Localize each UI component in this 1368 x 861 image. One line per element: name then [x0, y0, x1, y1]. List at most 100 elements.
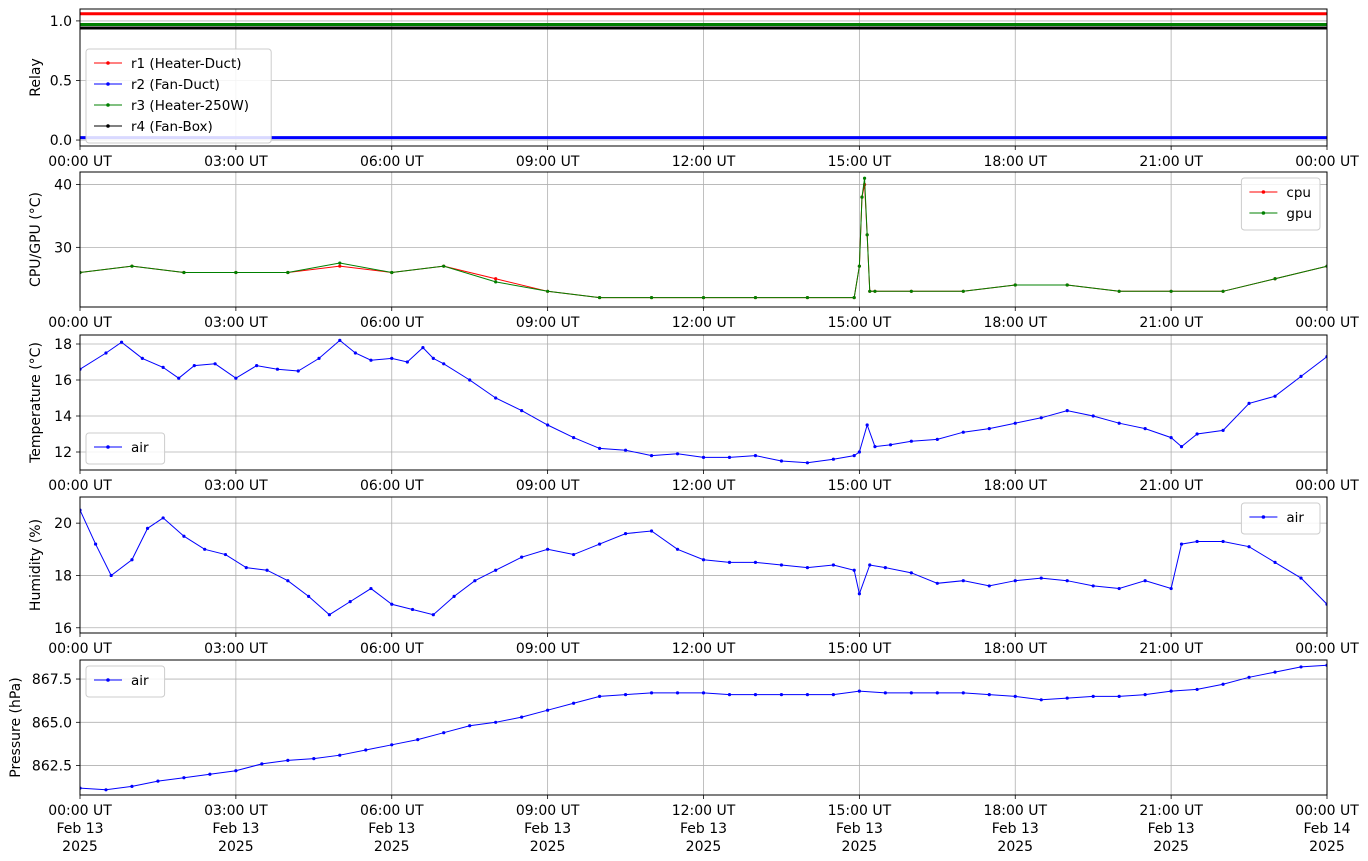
x-tick-label: 21:00 UT — [1139, 154, 1203, 170]
x-tick-label: 00:00 UT — [1295, 803, 1359, 819]
y-tick-label: 0.0 — [50, 133, 72, 149]
y-tick-label: 867.5 — [32, 672, 72, 688]
y-tick-label: 1.0 — [50, 14, 72, 30]
data-point — [546, 708, 550, 712]
x-date-label: Feb 13 — [992, 821, 1039, 837]
data-point — [369, 358, 373, 362]
data-point — [390, 602, 394, 606]
data-point — [234, 376, 238, 380]
x-tick-label: 06:00 UT — [360, 478, 424, 494]
x-tick-label: 00:00 UT — [1295, 478, 1359, 494]
x-tick-label: 12:00 UT — [672, 154, 736, 170]
data-point — [1247, 545, 1251, 549]
data-point — [520, 555, 524, 559]
data-point — [442, 731, 446, 735]
data-point — [883, 566, 887, 570]
legend-swatch-marker — [106, 678, 110, 682]
x-date-label: Feb 13 — [524, 821, 571, 837]
data-point — [831, 457, 835, 461]
x-tick-label: 18:00 UT — [983, 315, 1047, 331]
data-point — [161, 365, 165, 369]
data-point — [494, 568, 498, 572]
data-point — [873, 289, 877, 293]
data-point — [961, 289, 965, 293]
data-point — [244, 566, 248, 570]
x-year-label: 2025 — [686, 839, 722, 855]
data-point — [862, 176, 867, 180]
data-point — [852, 454, 856, 458]
data-point — [1221, 539, 1225, 544]
data-point — [675, 691, 680, 695]
data-point — [1195, 432, 1199, 436]
legend-label: air — [131, 440, 149, 456]
data-point — [1039, 576, 1043, 580]
x-tick-label: 15:00 UT — [828, 803, 892, 819]
plot-area — [80, 338, 1327, 465]
data-point — [987, 693, 991, 697]
data-point — [1065, 579, 1069, 583]
data-point — [1299, 665, 1303, 669]
chart-panel-1: 00:00 UT 03:00 UT 06:00 UT 09:00 UT 12:00 UT… — [28, 8, 1359, 170]
y-tick-label: 16 — [54, 621, 72, 637]
data-point — [1195, 539, 1199, 544]
y-tick-label: 865.0 — [32, 715, 72, 731]
data-point — [390, 743, 394, 747]
data-point — [1273, 277, 1277, 281]
data-point — [935, 691, 939, 695]
data-point — [390, 270, 394, 275]
data-point — [1299, 576, 1303, 580]
data-point — [109, 573, 113, 578]
data-point — [623, 693, 628, 697]
x-date-label: Feb 13 — [212, 821, 259, 837]
x-tick-label: 09:00 UT — [516, 315, 580, 331]
data-point — [452, 594, 456, 598]
axes-frame — [79, 171, 1328, 308]
x-year-label: 2025 — [842, 839, 878, 855]
data-point — [104, 351, 108, 355]
data-point — [468, 378, 472, 382]
data-point — [296, 369, 300, 373]
legend: r1 (Heater-Duct) r2 (Fan-Duct) r3 (Heater-… — [85, 48, 272, 144]
data-point — [649, 295, 654, 300]
legend-box — [1240, 177, 1321, 231]
x-tick-label: 15:00 UT — [828, 315, 892, 331]
data-point — [208, 772, 212, 776]
data-point — [1039, 416, 1043, 420]
data-point — [260, 762, 264, 766]
y-tick-label: 16 — [54, 373, 72, 389]
plot-area — [80, 176, 1327, 300]
legend-swatch-marker — [1261, 190, 1266, 194]
data-point — [961, 430, 965, 434]
data-point — [338, 753, 342, 757]
data-point — [1221, 682, 1225, 686]
data-point — [468, 724, 472, 728]
x-date-label: Feb 13 — [56, 821, 103, 837]
chart-panel-2: 00:00 UT 03:00 UT 06:00 UT 09:00 UT 12:00 UT… — [28, 171, 1359, 331]
data-point — [421, 346, 425, 350]
data-point — [93, 542, 98, 546]
x-date-label: Feb 13 — [836, 821, 883, 837]
legend-label: r3 (Heater-250W) — [131, 98, 249, 114]
data-point — [369, 586, 373, 591]
data-point — [1117, 586, 1121, 591]
data-point — [868, 563, 872, 567]
data-point — [182, 270, 186, 275]
legend-swatch-marker — [106, 82, 110, 86]
x-year-label: 2025 — [997, 839, 1033, 855]
data-point — [416, 738, 420, 742]
y-tick-label: 0.5 — [50, 73, 72, 89]
x-tick-label: 06:00 UT — [360, 154, 424, 170]
x-tick-label: 18:00 UT — [983, 154, 1047, 170]
x-tick-label: 03:00 UT — [204, 154, 268, 170]
data-point — [286, 270, 290, 275]
y-axis-label: Relay — [28, 58, 44, 96]
data-point — [1091, 584, 1095, 588]
x-tick-label: 09:00 UT — [516, 803, 580, 819]
data-point — [675, 452, 680, 456]
data-point — [1195, 687, 1199, 692]
data-point — [987, 427, 991, 431]
data-point — [675, 547, 680, 551]
data-point — [779, 693, 784, 697]
plot-area — [80, 12, 1327, 140]
data-point — [494, 396, 498, 400]
